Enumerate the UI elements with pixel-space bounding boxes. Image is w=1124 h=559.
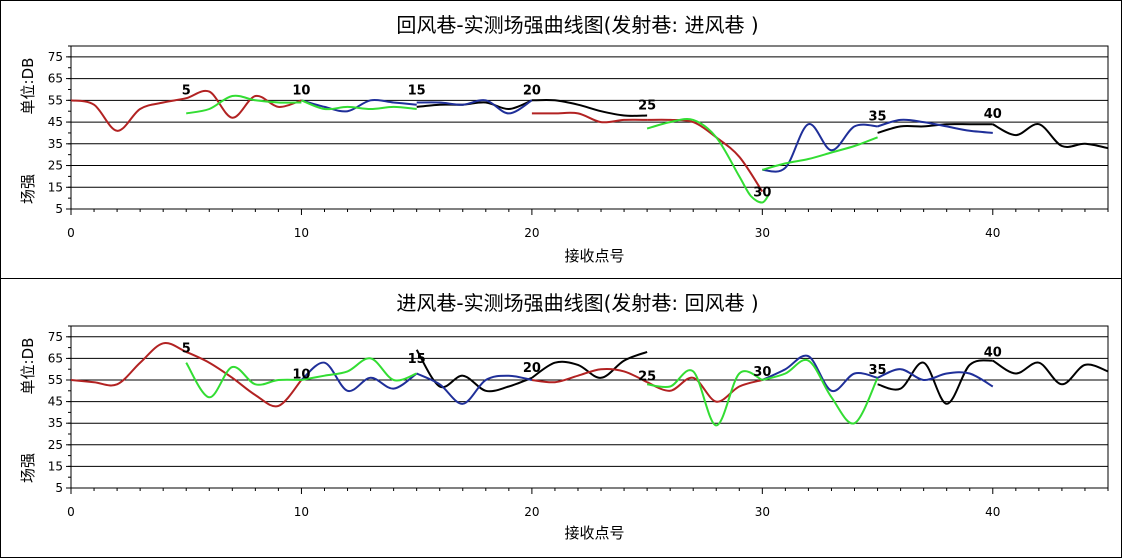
- series-line-12: [877, 359, 993, 405]
- x-tick-label: 0: [67, 226, 75, 240]
- x-axis-label: 接收点号: [564, 524, 624, 542]
- point-label: 5: [182, 83, 191, 98]
- y-tick-label: 35: [48, 416, 63, 430]
- x-tick-label: 30: [755, 226, 770, 240]
- chart-title: 进风巷-实测场强曲线图(发射巷: 回风巷 ): [396, 291, 758, 315]
- x-tick-label: 40: [985, 505, 1000, 519]
- plot-area: [70, 325, 1109, 489]
- series-line-14: [992, 123, 1108, 150]
- point-label: 35: [869, 109, 887, 124]
- point-label: 10: [292, 367, 310, 382]
- y-tick-label: 45: [48, 395, 63, 409]
- point-label: 25: [638, 99, 656, 114]
- series-line-9: [646, 117, 771, 204]
- series-line-2: [301, 98, 417, 113]
- x-tick-label: 30: [755, 505, 770, 519]
- y-tick-label: 5: [55, 481, 63, 495]
- series-line-5: [416, 372, 533, 405]
- series-line-7: [531, 367, 648, 384]
- series-line-13: [877, 118, 993, 134]
- point-label: 10: [292, 83, 310, 98]
- point-label: 5: [182, 341, 191, 356]
- series-line-10: [762, 123, 878, 173]
- series-line-14: [992, 359, 1108, 386]
- y-axis-label: 场强: [19, 453, 37, 483]
- y-tick-label: 55: [48, 373, 63, 387]
- y-tick-label: 35: [48, 137, 63, 151]
- series-line-11: [762, 136, 878, 171]
- series-line-7: [531, 111, 648, 124]
- y-tick-label: 75: [48, 50, 63, 64]
- series-line-13: [877, 368, 994, 388]
- x-axis-label: 接收点号: [564, 247, 624, 265]
- y-tick-label: 25: [48, 438, 63, 452]
- point-label: 30: [753, 365, 771, 380]
- chart-title: 回风巷-实测场强曲线图(发射巷: 进风巷 ): [396, 13, 758, 37]
- y-tick-label: 75: [48, 330, 63, 344]
- point-label: 25: [638, 369, 656, 384]
- series-line-8: [646, 376, 763, 403]
- series-line-0: [71, 89, 302, 132]
- point-label: 20: [523, 361, 541, 376]
- x-tick-label: 0: [67, 505, 75, 519]
- y-tick-label: 15: [48, 459, 63, 473]
- point-label: 15: [408, 352, 426, 367]
- x-tick-label: 40: [985, 226, 1000, 240]
- y-tick-label: 25: [48, 159, 63, 173]
- series-line-8: [647, 118, 764, 193]
- series-line-4: [415, 349, 533, 393]
- point-label: 35: [869, 363, 887, 378]
- point-label: 30: [753, 185, 771, 200]
- y-axis-unit-label: 单位:DB: [19, 58, 37, 115]
- series-line-5: [416, 99, 533, 115]
- x-tick-label: 20: [524, 226, 539, 240]
- y-tick-label: 15: [48, 180, 63, 194]
- point-label: 15: [408, 83, 426, 98]
- series-line-1: [185, 362, 302, 399]
- y-tick-label: 5: [55, 202, 63, 216]
- y-tick-label: 65: [48, 351, 63, 365]
- series-line-10: [761, 354, 878, 392]
- series-line-3: [301, 99, 417, 111]
- x-tick-label: 10: [294, 505, 309, 519]
- top-chart-svg: 回风巷-实测场强曲线图(发射巷: 进风巷 ) 5 15 25 35 45 55 65 75 0 10…: [19, 13, 1109, 265]
- series-line-3: [301, 357, 418, 382]
- top-chart-panel: 回风巷-实测场强曲线图(发射巷: 进风巷 ) 5 15 25 35 45 55 65 75 0 10…: [0, 0, 1122, 279]
- series-line-6: [531, 98, 648, 117]
- point-label: 20: [523, 83, 541, 98]
- point-label: 40: [984, 346, 1002, 361]
- series-line-0: [71, 342, 303, 408]
- y-axis-unit-label: 单位:DB: [19, 338, 37, 395]
- series-line-1: [185, 94, 302, 115]
- series-line-11: [762, 358, 879, 425]
- y-tick-label: 55: [48, 93, 63, 107]
- y-tick-label: 45: [48, 115, 63, 129]
- series-line-12: [877, 123, 993, 134]
- series-line-2: [300, 361, 418, 392]
- y-tick-label: 65: [48, 72, 63, 86]
- y-axis-label: 场强: [19, 174, 37, 204]
- x-tick-label: 10: [294, 226, 309, 240]
- series-line-4: [416, 99, 533, 111]
- bottom-chart-svg: 进风巷-实测场强曲线图(发射巷: 回风巷 ) 5 15 25 35 45 55 65 75 0 10…: [19, 291, 1109, 542]
- x-tick-label: 20: [524, 505, 539, 519]
- bottom-chart-panel: 进风巷-实测场强曲线图(发射巷: 回风巷 ) 5 15 25 35 45 55 65 75 0 10…: [0, 278, 1122, 558]
- series-line-9: [646, 369, 763, 427]
- point-label: 40: [984, 107, 1002, 122]
